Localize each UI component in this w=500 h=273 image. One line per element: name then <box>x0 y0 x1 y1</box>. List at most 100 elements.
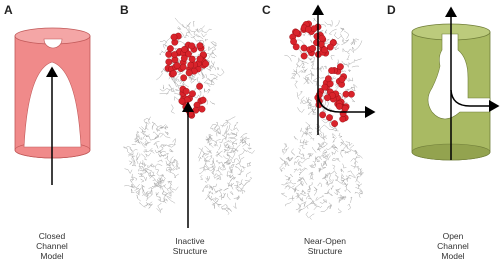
backbone <box>308 96 312 106</box>
backbone <box>293 168 298 173</box>
backbone <box>211 169 216 174</box>
backbone <box>309 213 315 220</box>
backbone <box>335 158 341 162</box>
backbone <box>171 186 179 191</box>
backbone <box>141 129 146 134</box>
backbone <box>159 126 163 129</box>
backbone <box>142 141 150 146</box>
caption-line: Channel <box>36 241 68 251</box>
backbone <box>302 177 308 185</box>
backbone <box>332 137 337 143</box>
backbone <box>358 172 363 176</box>
backbone <box>309 172 313 180</box>
backbone <box>232 176 236 180</box>
panel-letter: B <box>120 3 129 17</box>
backbone <box>224 162 230 164</box>
backbone <box>230 174 236 180</box>
backbone <box>301 167 308 173</box>
backbone <box>344 186 348 192</box>
backbone <box>299 172 302 177</box>
backbone <box>221 206 227 210</box>
backbone <box>213 188 219 193</box>
backbone <box>320 161 327 168</box>
backbone <box>156 133 160 137</box>
backbone <box>314 156 321 163</box>
backbone <box>234 184 243 191</box>
backbone <box>152 184 156 188</box>
backbone <box>317 141 325 150</box>
backbone <box>162 191 165 196</box>
backbone <box>241 190 246 194</box>
backbone <box>140 161 145 166</box>
backbone <box>157 177 163 182</box>
backbone <box>336 179 345 184</box>
backbone <box>218 161 225 167</box>
backbone <box>322 161 328 167</box>
caption-line: Structure <box>308 246 343 256</box>
backbone <box>192 78 197 83</box>
backbone <box>138 135 143 140</box>
backbone <box>175 165 181 170</box>
backbone <box>308 171 314 176</box>
backbone <box>290 148 296 156</box>
backbone <box>286 163 291 166</box>
near-open-structure <box>279 18 365 220</box>
backbone <box>311 73 314 80</box>
backbone <box>170 156 174 164</box>
backbone <box>328 202 332 210</box>
backbone <box>173 158 178 164</box>
residue <box>173 62 181 69</box>
backbone <box>203 88 205 93</box>
backbone <box>168 187 174 193</box>
backbone <box>156 70 163 81</box>
residue <box>290 38 297 45</box>
caption-line: Model <box>40 251 63 261</box>
backbone <box>323 154 329 158</box>
backbone <box>299 197 303 202</box>
backbone <box>210 41 217 47</box>
backbone <box>141 126 149 131</box>
backbone <box>301 63 306 68</box>
backbone <box>162 44 166 49</box>
backbone <box>308 153 312 158</box>
backbone <box>178 93 181 97</box>
backbone <box>214 188 223 194</box>
backbone <box>320 124 331 131</box>
residue <box>199 96 207 104</box>
backbone <box>304 124 311 131</box>
backbone <box>205 195 213 201</box>
backbone <box>162 152 169 157</box>
backbone <box>323 102 330 111</box>
backbone <box>229 169 234 172</box>
backbone <box>214 121 218 129</box>
backbone <box>281 161 286 165</box>
backbone <box>159 88 171 92</box>
backbone <box>139 173 144 177</box>
backbone <box>209 124 217 129</box>
backbone <box>332 145 337 149</box>
backbone <box>166 158 172 168</box>
backbone <box>205 175 209 182</box>
backbone <box>354 155 361 160</box>
backbone <box>324 29 328 34</box>
backbone <box>307 190 311 193</box>
backbone <box>209 142 212 146</box>
backbone <box>159 132 164 138</box>
backbone <box>161 68 168 73</box>
backbone <box>330 54 335 60</box>
residue <box>321 83 329 91</box>
backbone <box>317 182 323 188</box>
backbone <box>174 173 179 178</box>
backbone <box>216 150 223 158</box>
residue <box>335 103 343 110</box>
backbone <box>323 65 327 69</box>
backbone <box>327 182 333 187</box>
backbone <box>209 198 220 206</box>
backbone <box>288 157 293 162</box>
backbone <box>168 144 174 146</box>
backbone <box>285 201 292 207</box>
backbone <box>322 149 328 154</box>
backbone <box>321 145 326 149</box>
backbone <box>311 163 316 168</box>
backbone <box>207 88 211 94</box>
